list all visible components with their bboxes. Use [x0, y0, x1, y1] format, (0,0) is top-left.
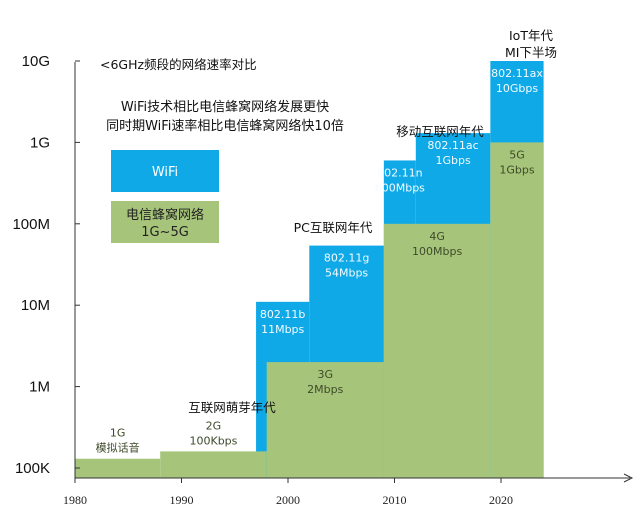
wifi-bar-value-1: 54Mbps — [325, 267, 368, 280]
cell-bar-value-2: 2Mbps — [307, 383, 343, 396]
wifi-bar-label-2: 802.11n — [377, 166, 422, 179]
legend-wifi-swatch — [111, 150, 219, 192]
chart-title: <6GHz频段的网络速率对比 — [100, 57, 257, 72]
cell-bar-label-4: 5G — [509, 148, 525, 161]
y-ticks: 100K 1M 10M 100M 1G 10G — [12, 53, 80, 477]
cell-bar-label-2: 3G — [318, 368, 334, 381]
x-ticks: 1980 1990 2000 2010 2020 — [63, 478, 513, 507]
cell-bar-label-1: 2G — [206, 419, 222, 432]
legend-cell-swatch — [111, 201, 219, 243]
cell-bar-value-0: 模拟话音 — [96, 441, 140, 455]
cell-bar-4 — [490, 142, 544, 478]
cell-bar-value-4: 1Gbps — [499, 163, 534, 176]
wifi-bar-label-0: 802.11b — [260, 308, 305, 321]
wifi-bar-label-3: 802.11ac — [427, 139, 478, 152]
wifi-bar-label-4: 802.11ax — [491, 67, 543, 80]
y-tick-label-100K: 100K — [15, 460, 50, 477]
note-line1: WiFi技术相比电信蜂窝网络发展更快 — [121, 99, 329, 115]
legend-cell-sub: 1G~5G — [141, 225, 189, 240]
cell-bar-label-3: 4G — [429, 230, 445, 243]
era-iot: IoT年代 — [509, 28, 553, 43]
era-internet-budding: 互联网萌芽年代 — [188, 400, 276, 415]
era-mobile-internet: 移动互联网年代 — [396, 124, 484, 139]
era-mi-second-half: MI下半场 — [505, 45, 557, 60]
cell-bar-label-0: 1G — [110, 427, 126, 440]
note-line2: 同时期WiFi速率相比电信蜂窝网络快10倍 — [106, 118, 344, 134]
y-tick-label-1G: 1G — [30, 134, 50, 151]
x-tick-label-1990: 1990 — [170, 493, 194, 507]
cell-bar-value-3: 100Mbps — [412, 245, 462, 258]
cell-bar-0 — [75, 458, 161, 478]
cell-bar-3 — [383, 223, 491, 478]
y-tick-label-10G: 10G — [22, 53, 50, 70]
wifi-bar-value-4: 10Gbps — [496, 82, 538, 95]
y-tick-label-100M: 100M — [12, 216, 50, 233]
y-tick-label-10M: 10M — [21, 297, 50, 314]
wifi-bar-label-1: 802.11g — [324, 252, 369, 265]
x-tick-label-2010: 2010 — [383, 493, 407, 507]
cell-bar-value-1: 100Kbps — [189, 434, 237, 447]
x-tick-label-2020: 2020 — [489, 493, 513, 507]
cell-bar-1 — [160, 451, 267, 478]
cell-bar-2 — [266, 362, 384, 478]
cellular-bars — [75, 142, 544, 478]
bar-labels: 802.11b 11Mbps 802.11g 54Mbps 802.11n 600Mbps… — [96, 67, 544, 455]
legend-cell-label: 电信蜂窝网络 — [126, 207, 204, 223]
legend-wifi-label: WiFi — [152, 165, 178, 180]
y-tick-label-1M: 1M — [29, 379, 50, 396]
wifi-bar-value-2: 600Mbps — [375, 181, 425, 194]
era-pc-internet: PC互联网年代 — [294, 220, 373, 235]
x-tick-label-1980: 1980 — [63, 493, 87, 507]
x-tick-label-2000: 2000 — [276, 493, 300, 507]
x-axis-arrow — [623, 473, 634, 483]
wifi-bar-value-3: 1Gbps — [435, 154, 470, 167]
wifi-bar-value-0: 11Mbps — [261, 323, 304, 336]
